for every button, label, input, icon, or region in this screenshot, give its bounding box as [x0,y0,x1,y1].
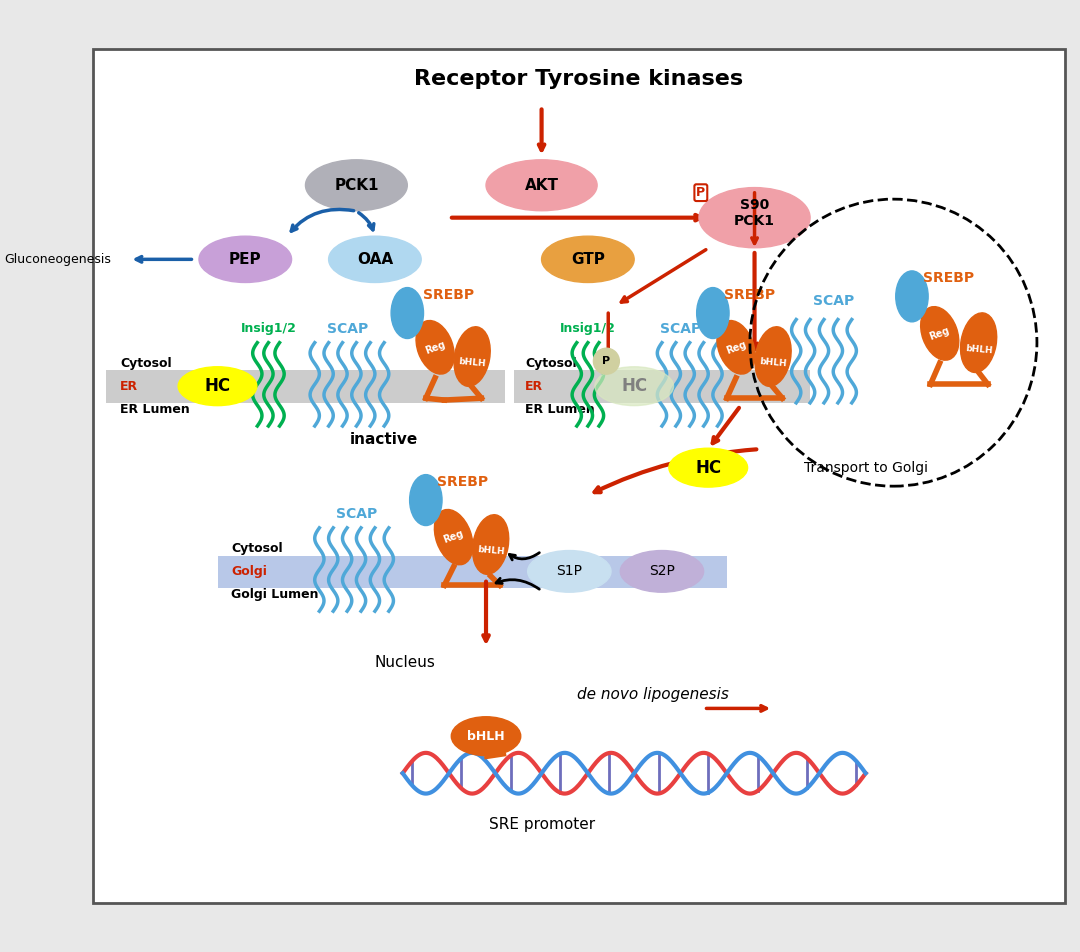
Text: PCK1: PCK1 [334,178,379,192]
Ellipse shape [717,321,755,374]
Text: ER Lumen: ER Lumen [120,403,190,416]
Ellipse shape [199,236,292,283]
Text: bHLH: bHLH [476,545,504,557]
Ellipse shape [960,313,997,372]
Text: OAA: OAA [356,252,393,267]
Text: SCAP: SCAP [812,294,854,308]
Ellipse shape [595,367,674,406]
Text: Golgi: Golgi [231,565,267,578]
Ellipse shape [895,271,928,322]
Text: SREBP: SREBP [437,474,488,488]
Ellipse shape [697,288,729,339]
Text: Insig1/2: Insig1/2 [559,323,616,335]
Text: bHLH: bHLH [759,357,787,368]
Ellipse shape [755,327,792,387]
Text: GTP: GTP [571,252,605,267]
Text: SRE promoter: SRE promoter [488,817,595,832]
FancyBboxPatch shape [514,370,810,403]
Ellipse shape [528,550,611,592]
Text: de novo lipogenesis: de novo lipogenesis [577,687,729,702]
Ellipse shape [391,288,423,339]
Text: Transport to Golgi: Transport to Golgi [804,461,928,475]
Text: Cytosol: Cytosol [231,542,283,555]
Text: HC: HC [621,377,647,395]
Ellipse shape [451,717,521,756]
Ellipse shape [409,475,442,526]
Ellipse shape [669,448,747,487]
Text: Reg: Reg [725,339,747,356]
Ellipse shape [434,509,473,565]
Ellipse shape [620,550,703,592]
Ellipse shape [454,327,490,387]
Text: AKT: AKT [525,178,558,192]
FancyBboxPatch shape [107,370,504,403]
Text: PEP: PEP [229,252,261,267]
Text: S2P: S2P [649,565,675,579]
FancyBboxPatch shape [93,50,1065,902]
Text: P: P [697,187,705,199]
Ellipse shape [541,236,634,283]
Text: SREBP: SREBP [725,288,775,302]
Text: bHLH: bHLH [964,345,993,356]
Text: Gluconeogenesis: Gluconeogenesis [4,253,111,266]
Ellipse shape [486,160,597,210]
Text: Reg: Reg [423,339,447,356]
Text: SCAP: SCAP [336,507,377,521]
Text: ER: ER [120,380,138,392]
Ellipse shape [699,188,810,248]
Text: bHLH: bHLH [458,357,486,368]
Text: ER: ER [525,380,543,392]
Text: Cytosol: Cytosol [120,357,172,369]
Text: Reg: Reg [442,528,465,545]
Text: Reg: Reg [928,325,951,342]
Text: Nucleus: Nucleus [375,655,436,669]
Text: SREBP: SREBP [423,288,474,302]
Text: inactive: inactive [350,432,418,447]
Text: HC: HC [204,377,230,395]
Text: Receptor Tyrosine kinases: Receptor Tyrosine kinases [414,69,743,89]
Text: P: P [603,356,610,367]
FancyBboxPatch shape [217,556,727,588]
Ellipse shape [306,160,407,210]
Ellipse shape [416,321,455,374]
Text: Insig1/2: Insig1/2 [241,323,296,335]
Text: bHLH: bHLH [468,729,504,743]
Text: SCAP: SCAP [660,322,701,336]
Ellipse shape [473,515,509,574]
Text: Golgi Lumen: Golgi Lumen [231,588,319,601]
Ellipse shape [328,236,421,283]
Ellipse shape [920,307,959,360]
Text: SCAP: SCAP [326,322,368,336]
Text: S90
PCK1: S90 PCK1 [734,198,775,228]
Text: Cytosol: Cytosol [525,357,577,369]
Ellipse shape [593,348,619,374]
Text: ER Lumen: ER Lumen [525,403,595,416]
Text: HC: HC [696,459,721,477]
Text: S1P: S1P [556,565,582,579]
Text: SREBP: SREBP [923,271,974,285]
Ellipse shape [178,367,257,406]
